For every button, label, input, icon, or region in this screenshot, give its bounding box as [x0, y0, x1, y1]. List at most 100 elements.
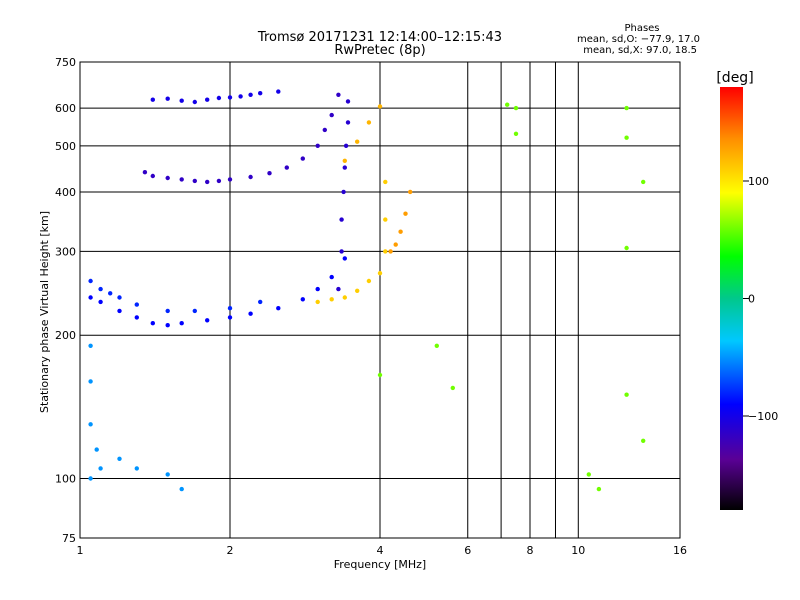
- data-point: [88, 278, 93, 284]
- data-point: [505, 102, 510, 107]
- data-point: [205, 97, 210, 102]
- data-point: [300, 297, 305, 302]
- data-point: [88, 476, 93, 481]
- data-point: [165, 472, 170, 477]
- x-tick-label: 8: [527, 544, 534, 557]
- data-point: [88, 379, 93, 384]
- x-tick-label: 6: [464, 544, 471, 557]
- data-point: [98, 466, 103, 471]
- data-point: [624, 392, 629, 397]
- data-point: [134, 466, 139, 471]
- data-point: [134, 302, 139, 307]
- data-point: [377, 271, 383, 276]
- data-point: [276, 306, 281, 311]
- data-point: [624, 245, 629, 251]
- data-point: [205, 179, 210, 185]
- data-point: [165, 96, 170, 101]
- data-point: [355, 288, 360, 293]
- data-point: [355, 139, 360, 144]
- data-point: [342, 158, 347, 163]
- data-point: [258, 299, 263, 305]
- data-point: [248, 92, 253, 98]
- x-tick-label: 2: [227, 544, 234, 557]
- data-point: [300, 156, 305, 161]
- data-point: [366, 120, 372, 125]
- data-point: [150, 97, 155, 102]
- data-point: [315, 143, 320, 148]
- data-point: [248, 311, 253, 316]
- data-point: [366, 278, 372, 284]
- data-point: [117, 308, 122, 314]
- y-tick-label: 75: [62, 532, 76, 545]
- data-point: [179, 98, 184, 103]
- y-tick-label: 200: [55, 329, 76, 342]
- data-point: [142, 170, 148, 175]
- colorbar-label: [deg]: [716, 70, 753, 86]
- data-point: [108, 291, 113, 296]
- data-point: [276, 89, 281, 94]
- data-point: [150, 321, 155, 326]
- data-point: [179, 177, 184, 182]
- data-point: [179, 486, 184, 492]
- data-point: [227, 177, 233, 182]
- y-tick-label: 400: [55, 186, 76, 199]
- data-point: [388, 249, 393, 254]
- data-points: [88, 89, 646, 492]
- data-point: [134, 315, 139, 320]
- y-tick-label: 300: [55, 245, 76, 258]
- data-point: [345, 99, 351, 104]
- data-point: [393, 242, 398, 247]
- data-point: [165, 308, 170, 314]
- axis-ticks: 1 2 4 6 8 10 16 75 100 200 300 400 500 600 750: [55, 56, 687, 557]
- data-point: [641, 179, 646, 185]
- data-point: [150, 173, 155, 179]
- data-point: [179, 321, 184, 326]
- data-point: [88, 422, 93, 427]
- data-point: [192, 308, 197, 314]
- x-axis-label: Frequency [MHz]: [334, 558, 426, 571]
- data-point: [377, 104, 383, 109]
- data-point: [117, 456, 122, 461]
- data-point: [408, 189, 413, 195]
- data-point: [434, 343, 439, 348]
- data-point: [94, 447, 99, 452]
- data-point: [596, 486, 602, 492]
- data-point: [165, 175, 170, 181]
- chart-title: Tromsø 20171231 12:14:00–12:15:43: [257, 30, 502, 45]
- data-point: [624, 105, 629, 111]
- y-axis-label: Stationary phase Virtual Height [km]: [38, 211, 51, 413]
- data-point: [342, 165, 347, 170]
- data-point: [336, 92, 341, 98]
- colorbar-tick-label: −100: [748, 410, 778, 423]
- data-point: [341, 189, 346, 195]
- data-point: [377, 372, 383, 378]
- data-point: [329, 297, 334, 302]
- data-point: [227, 306, 233, 311]
- data-point: [88, 343, 93, 348]
- data-point: [227, 315, 233, 320]
- grid-lines: [79, 61, 681, 539]
- x-tick-label: 10: [571, 544, 585, 557]
- data-point: [117, 295, 122, 300]
- data-point: [342, 295, 347, 300]
- data-point: [398, 229, 403, 234]
- y-tick-label: 100: [55, 473, 76, 486]
- data-point: [343, 143, 349, 148]
- data-point: [339, 249, 344, 254]
- data-point: [383, 179, 388, 185]
- data-point: [88, 295, 93, 300]
- x-tick-label: 1: [77, 544, 84, 557]
- data-point: [192, 178, 197, 184]
- data-point: [383, 249, 388, 254]
- data-point: [513, 105, 519, 111]
- data-point: [216, 178, 222, 184]
- data-point: [216, 95, 222, 101]
- data-point: [322, 127, 327, 133]
- y-tick-label: 750: [55, 56, 76, 69]
- x-tick-label: 16: [673, 544, 687, 557]
- stats-header: Phases: [624, 23, 659, 34]
- colorbar-ticks: 100 0 −100: [743, 175, 778, 423]
- data-point: [315, 299, 320, 305]
- data-point: [339, 217, 344, 222]
